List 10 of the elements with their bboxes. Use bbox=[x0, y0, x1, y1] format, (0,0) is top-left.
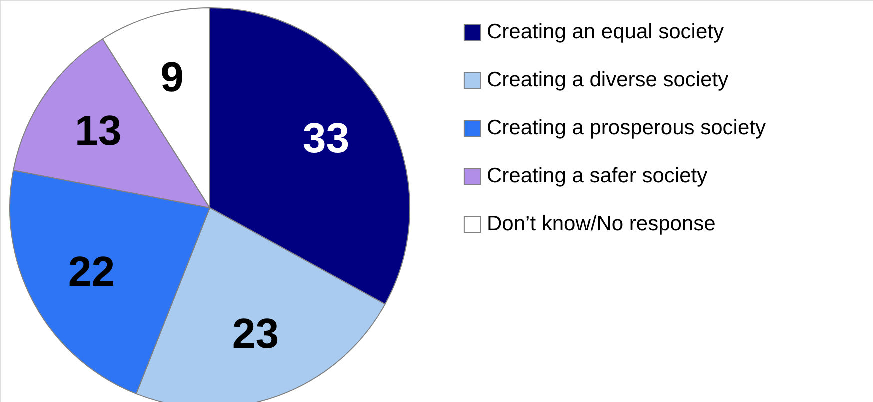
data-label: 33 bbox=[302, 114, 350, 162]
data-label: 23 bbox=[232, 310, 280, 358]
legend-label: Creating a safer society bbox=[487, 164, 708, 188]
data-label: 13 bbox=[74, 107, 122, 154]
data-label: 22 bbox=[68, 248, 116, 296]
legend-label: Creating a diverse society bbox=[487, 68, 730, 92]
legend-label: Creating an equal society bbox=[487, 20, 724, 44]
data-label: 9 bbox=[160, 53, 184, 100]
legend-label: Don’t know/No response bbox=[487, 212, 716, 236]
legend-label: Creating a prosperous society bbox=[487, 116, 766, 140]
